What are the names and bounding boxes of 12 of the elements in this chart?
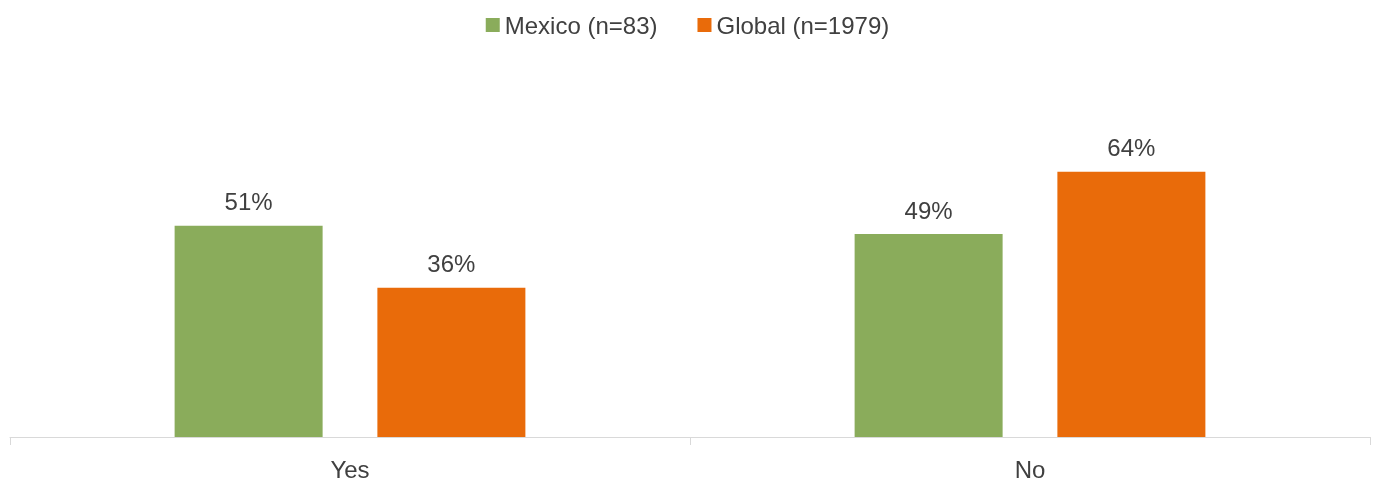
data-label: 51% [224, 188, 273, 216]
legend-label: Global (n=1979) [716, 11, 890, 39]
x-tick-label: Yes [330, 455, 370, 483]
bar [1057, 171, 1206, 437]
data-label: 49% [904, 196, 953, 224]
bar [377, 287, 526, 437]
data-label: 64% [1107, 134, 1156, 162]
x-tick-label: No [1014, 455, 1046, 483]
data-label: 36% [427, 250, 476, 278]
legend-label: Mexico (n=83) [504, 11, 658, 39]
bar [854, 234, 1003, 437]
bar [174, 225, 323, 437]
